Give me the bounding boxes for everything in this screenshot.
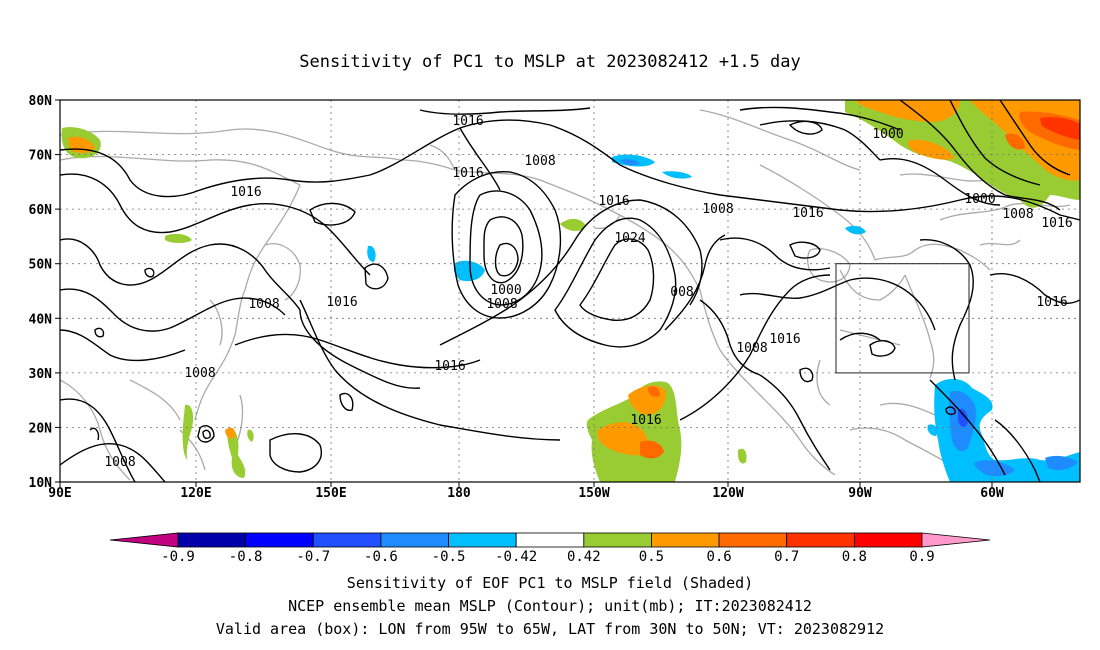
colorbar-left-arrow [109, 532, 179, 548]
contour-label: 1016 [1036, 295, 1067, 310]
contour-label: 1016 [326, 295, 357, 310]
contour-label: 1016 [630, 413, 661, 428]
colorbar-cell [651, 532, 720, 548]
colorbar-label: -0.42 [495, 549, 537, 565]
contour-label: 1000 [872, 127, 903, 142]
lat-label: 60N [29, 203, 53, 218]
lon-label: 150E [315, 486, 346, 501]
colorbar-label: -0.9 [161, 549, 195, 565]
caption-line-1: Sensitivity of EOF PC1 to MSLP field (Sh… [347, 574, 753, 592]
tick-marks [55, 99, 993, 487]
colorbar-cell [312, 532, 382, 548]
contour-label: 1000 [490, 283, 521, 298]
contour-label: 008 [670, 285, 693, 300]
lon-label: 90E [48, 486, 71, 501]
colorbar-cells [109, 532, 991, 548]
colorbar-cell [853, 532, 923, 548]
colorbar-label: -0.5 [432, 549, 466, 565]
lon-label: 180 [447, 486, 471, 501]
lon-label: 90W [848, 486, 872, 501]
lon-label: 120W [712, 486, 743, 501]
lat-label: 40N [29, 312, 53, 327]
contour-label: 1008 [736, 341, 767, 356]
valid-area-box [835, 263, 970, 374]
lat-label: 80N [29, 94, 53, 109]
colorbar-label: 0.42 [567, 549, 601, 565]
contour-label: 1016 [1041, 216, 1072, 231]
colorbar-label: 0.9 [909, 549, 934, 565]
colorbar-cell [177, 532, 247, 548]
longitude-axis: 90E 120E 150E 180 150W 120W 90W 60W [48, 486, 1004, 501]
caption-line-2: NCEP ensemble mean MSLP (Contour); unit(… [288, 597, 812, 615]
colorbar-label: -0.6 [364, 549, 398, 565]
colorbar-cell [245, 532, 314, 548]
lon-label: 150W [578, 486, 609, 501]
colorbar-label: 0.6 [706, 549, 731, 565]
colorbar-cell [448, 532, 517, 548]
colorbar-label: 0.8 [842, 549, 867, 565]
colorbar-label: 0.5 [639, 549, 664, 565]
colorbar-cell [515, 532, 585, 548]
colorbar-cell [380, 532, 449, 548]
colorbar-cell [718, 532, 788, 548]
latitude-axis: 80N 70N 60N 50N 40N 30N 20N 10N [29, 94, 53, 491]
map-title: Sensitivity of PC1 to MSLP at 2023082412… [299, 52, 801, 72]
contour-label: 1008 [1002, 207, 1033, 222]
lat-label: 30N [29, 367, 53, 382]
contour-label: 1008 [248, 297, 279, 312]
contour-label: 1008 [104, 455, 135, 470]
contour-label: 1008 [702, 202, 733, 217]
contour-label: 1008 [184, 366, 215, 381]
contour-label: 1016 [434, 359, 465, 374]
lon-label: 60W [980, 486, 1004, 501]
contour-label: 1016 [452, 166, 483, 181]
colorbar-cell [786, 532, 855, 548]
colorbar-label: 0.7 [774, 549, 799, 565]
map-panel: 1016 1008 1016 1016 1024 1008 1016 1000 … [60, 100, 1080, 482]
lat-label: 50N [29, 258, 53, 273]
contour-labels: 1016 1008 1016 1016 1024 1008 1016 1000 … [104, 114, 1072, 470]
contour-label: 1024 [614, 231, 645, 246]
colorbar-label: -0.8 [229, 549, 263, 565]
gridlines [60, 100, 1080, 482]
contour-label: 1000 [964, 192, 995, 207]
colorbar-cell [583, 532, 652, 548]
map-frame [59, 99, 1081, 483]
colorbar: -0.9 -0.8 -0.7 -0.6 -0.5 -0.42 0.42 0.5 0.6 0.7 0.… [109, 532, 991, 565]
contour-label: 1008 [486, 297, 517, 312]
lat-label: 70N [29, 149, 53, 164]
caption-line-3: Valid area (box): LON from 95W to 65W, L… [216, 620, 884, 638]
colorbar-right-arrow [921, 532, 991, 548]
mslp-contours [60, 100, 1080, 482]
lat-label: 20N [29, 421, 53, 436]
lat-label: 10N [29, 476, 53, 491]
contour-label: 1016 [452, 114, 483, 129]
contour-label: 1016 [598, 194, 629, 209]
map-background [60, 100, 1080, 482]
contour-label: 1016 [769, 332, 800, 347]
contour-label: 1008 [524, 154, 555, 169]
colorbar-labels: -0.9 -0.8 -0.7 -0.6 -0.5 -0.42 0.42 0.5 0.6 0.7 0.… [161, 549, 935, 565]
caption: Sensitivity of EOF PC1 to MSLP field (Sh… [216, 574, 884, 638]
contour-label: 1016 [230, 185, 261, 200]
lon-label: 120E [180, 486, 211, 501]
contour-label: 1016 [792, 206, 823, 221]
colorbar-label: -0.7 [296, 549, 330, 565]
